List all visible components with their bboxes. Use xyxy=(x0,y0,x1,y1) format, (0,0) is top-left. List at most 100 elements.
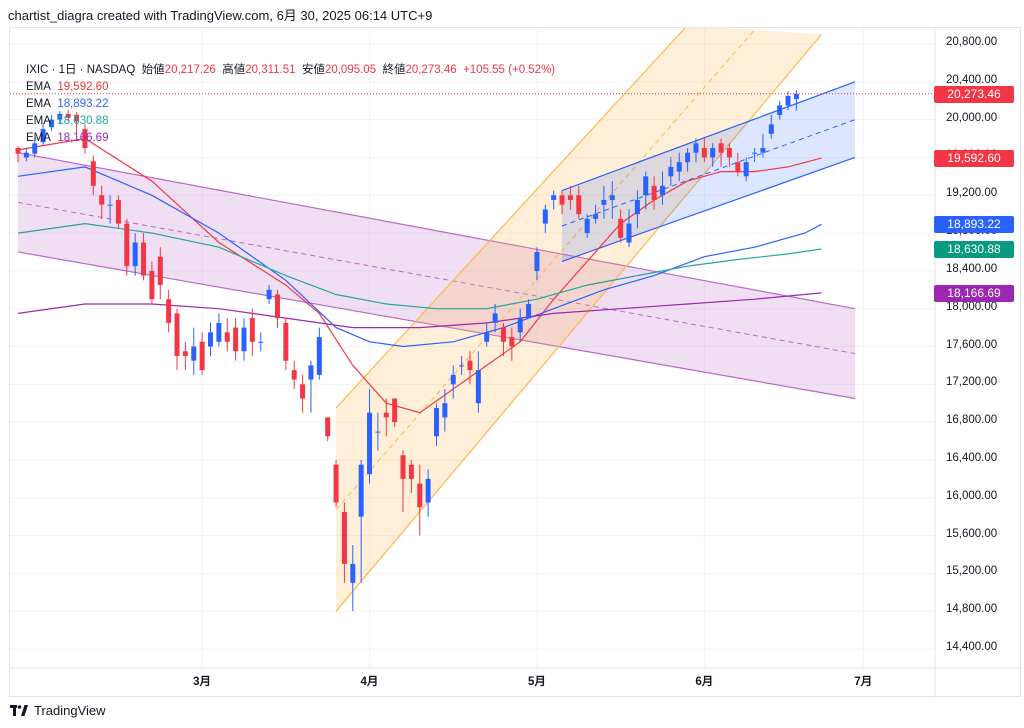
candle-body xyxy=(392,398,398,423)
low-value: 20,095.05 xyxy=(324,64,377,76)
close-value: 20,273.46 xyxy=(405,64,457,76)
candle-body xyxy=(475,370,481,404)
legend: IXIC · 1日 · NASDAQ 始値20,217.26 高値20,311.… xyxy=(26,62,555,147)
candle-body xyxy=(149,270,155,300)
candle-body xyxy=(693,143,699,153)
candle-body xyxy=(40,129,46,143)
ema-legend-row[interactable]: EMA 19,592.60 xyxy=(26,79,555,96)
candle-body xyxy=(626,223,632,243)
candle-body xyxy=(166,299,172,323)
close-label: 終値 xyxy=(382,64,406,76)
y-tick-label: 16,800.00 xyxy=(946,414,998,427)
candle-body xyxy=(274,294,280,319)
symbol-name: IXIC · 1日 · NASDAQ xyxy=(26,64,136,76)
price-axis-tag: 19,592.60 xyxy=(934,150,1014,168)
candle-body xyxy=(726,147,732,158)
candle-body xyxy=(367,412,373,475)
ema-value: 19,592.60 xyxy=(57,81,109,93)
candle-body xyxy=(216,322,222,342)
y-tick-label: 19,200.00 xyxy=(946,187,998,200)
candle-body xyxy=(676,162,682,172)
candle-body xyxy=(643,176,649,196)
candle-body xyxy=(115,199,121,224)
channel-descending-median xyxy=(17,201,856,355)
candle-body xyxy=(601,199,607,205)
ema-value: 18,630.88 xyxy=(57,115,109,127)
candle-body xyxy=(576,195,582,215)
candle-body xyxy=(685,152,691,163)
candle-body xyxy=(417,483,423,508)
candle-body xyxy=(735,162,741,172)
candle-body xyxy=(701,147,707,158)
candle-body xyxy=(325,417,331,437)
candle-body xyxy=(32,143,38,154)
candle-body xyxy=(82,129,88,148)
channel-rising-blue-median xyxy=(561,119,856,227)
y-tick-label: 18,400.00 xyxy=(946,262,998,275)
y-tick-label: 14,400.00 xyxy=(946,641,998,653)
candle-body xyxy=(659,185,665,196)
candle-body xyxy=(266,289,272,300)
candle-body xyxy=(23,152,29,158)
ema-value: 18,893.22 xyxy=(57,98,109,110)
ema-legend-row[interactable]: EMA 18,893.22 xyxy=(26,96,555,113)
x-tick-label: 6月 xyxy=(695,676,714,688)
price-chart[interactable] xyxy=(10,28,1022,698)
candle-body xyxy=(15,147,21,154)
candle-body xyxy=(459,365,465,367)
channel-descending-fill xyxy=(18,152,855,399)
price-axis-tag: 18,630.88 xyxy=(934,241,1014,259)
y-tick-label: 15,200.00 xyxy=(946,565,998,578)
candle-body xyxy=(509,337,515,347)
ema-line xyxy=(17,292,822,329)
candle-body xyxy=(308,365,314,380)
candle-body xyxy=(484,332,490,342)
candle-body xyxy=(551,195,557,200)
candle-body xyxy=(358,464,364,517)
candle-body xyxy=(534,251,540,271)
y-tick-label: 17,200.00 xyxy=(946,376,998,389)
candle-body xyxy=(74,114,80,122)
candle-body xyxy=(634,199,640,215)
candle-body xyxy=(567,195,573,200)
symbol-legend-row: IXIC · 1日 · NASDAQ 始値20,217.26 高値20,311.… xyxy=(26,62,555,79)
candle-body xyxy=(584,218,590,234)
candle-body xyxy=(760,147,766,153)
candle-body xyxy=(48,119,54,128)
ema-legend-row[interactable]: EMA 18,630.88 xyxy=(26,113,555,130)
y-tick-label: 14,800.00 xyxy=(946,603,998,616)
candle-body xyxy=(785,95,791,106)
channel-rising-orange-upper xyxy=(335,28,686,409)
price-axis-tag: 18,166.69 xyxy=(934,284,1014,302)
channel-rising-blue-fill xyxy=(562,81,855,262)
candle-body xyxy=(618,218,624,238)
candle-body xyxy=(559,195,565,205)
candle-body xyxy=(224,332,230,342)
ema-legend-row[interactable]: EMA 18,166.69 xyxy=(26,130,555,147)
candle-body xyxy=(57,113,63,120)
candle-body xyxy=(768,124,774,134)
x-tick-label: 7月 xyxy=(854,676,873,688)
candle-body xyxy=(208,332,214,347)
y-tick-label: 15,600.00 xyxy=(946,527,998,540)
candle-body xyxy=(141,242,147,276)
candle-body xyxy=(199,341,205,371)
candle-body xyxy=(425,478,431,503)
candle-body xyxy=(434,407,439,437)
candle-body xyxy=(777,105,783,115)
candle-body xyxy=(542,209,548,224)
candle-body xyxy=(710,147,716,158)
channel-rising-blue-lower xyxy=(561,156,856,262)
candle-body xyxy=(174,313,180,356)
candle-body xyxy=(99,195,105,205)
candle-body xyxy=(132,242,138,267)
channel-rising-orange-fill xyxy=(336,28,822,612)
candle-body xyxy=(609,195,615,200)
channel-rising-blue-upper xyxy=(561,81,856,192)
ema-label: EMA xyxy=(26,98,51,110)
ema-label: EMA xyxy=(26,132,51,144)
candle-body xyxy=(752,152,758,154)
ema-value: 18,166.69 xyxy=(57,132,109,144)
candle-body xyxy=(467,360,473,371)
channel-rising-orange-lower xyxy=(335,34,822,612)
